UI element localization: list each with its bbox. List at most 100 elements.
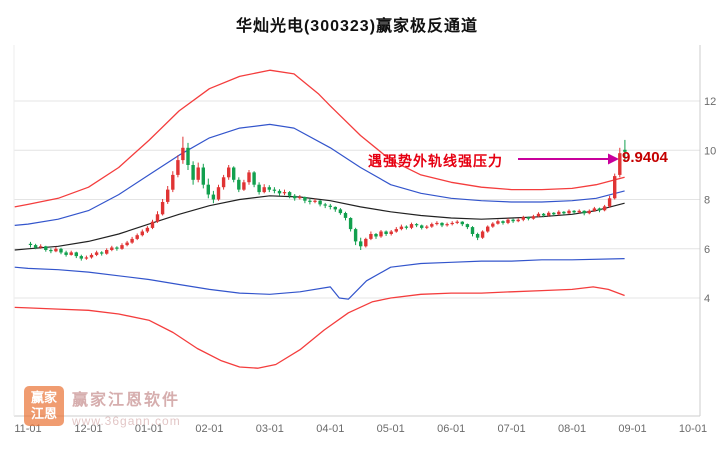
candle-body — [501, 221, 505, 223]
candle-body — [328, 205, 332, 207]
candle-body — [623, 149, 627, 152]
candle-body — [359, 241, 363, 247]
candle-body — [282, 192, 287, 194]
candle-body — [491, 223, 495, 227]
candle-body — [130, 238, 134, 243]
candle-body — [557, 211, 561, 215]
candle-body — [94, 252, 99, 255]
candle-body — [379, 231, 383, 237]
candle-body — [166, 189, 170, 202]
current-price-label: 9.9404 — [622, 149, 668, 166]
candle-body — [572, 210, 576, 213]
y-tick-label: 12 — [704, 96, 716, 108]
candle-body — [211, 194, 216, 200]
candle-body — [145, 227, 150, 232]
candle-body — [531, 216, 536, 219]
candle-body — [552, 212, 556, 215]
y-tick-label: 6 — [704, 244, 710, 256]
candle-body — [237, 179, 241, 190]
candle-body — [343, 213, 348, 218]
candle-body — [547, 212, 551, 216]
candle-body — [262, 187, 266, 193]
candle-body — [440, 222, 444, 226]
candle-body — [293, 195, 297, 199]
candle-body — [613, 176, 617, 199]
candle-body — [308, 200, 312, 202]
candle-body — [216, 187, 221, 200]
x-tick-label: 08-01 — [558, 423, 586, 435]
candle-body — [287, 192, 292, 196]
lower-outer-rail-line — [14, 286, 625, 369]
candle-body — [252, 172, 256, 185]
candle-body — [480, 231, 485, 238]
arrow-head-icon — [608, 153, 619, 165]
candle-body — [618, 153, 622, 175]
y-axis-labels: 12 10 8 6 4 — [704, 96, 716, 305]
candle-body — [364, 238, 368, 247]
candle-body — [399, 226, 404, 230]
candle-body — [257, 184, 261, 193]
candle-body — [227, 167, 231, 178]
candle-body — [49, 250, 53, 252]
candle-body — [607, 198, 612, 207]
candle-body — [39, 246, 43, 248]
candle-body — [409, 224, 414, 228]
watermark-text: 赢家江恩软件 www.36gann.com — [72, 386, 181, 428]
x-tick-label: 10-01 — [679, 423, 707, 435]
annotation-arrow — [518, 153, 619, 165]
candle-body — [105, 250, 109, 254]
candle-body — [435, 222, 439, 225]
x-tick-label: 04-01 — [316, 423, 344, 435]
y-tick-label: 8 — [704, 195, 710, 207]
candle-body — [69, 252, 73, 255]
candle-body — [338, 209, 343, 214]
candle-body — [587, 210, 591, 214]
candle-body — [313, 200, 317, 202]
candle-body — [420, 225, 424, 228]
candle-body — [394, 229, 398, 232]
candle-body — [592, 208, 597, 211]
candle-body — [414, 224, 419, 226]
candle-body — [541, 213, 546, 216]
candle-body — [272, 189, 277, 191]
candle-body — [582, 210, 586, 214]
candle-body — [425, 226, 429, 228]
gridlines — [14, 100, 700, 299]
candle-body — [521, 217, 525, 220]
candle-body — [384, 231, 388, 234]
candle-body — [242, 182, 246, 190]
candle-body — [602, 206, 607, 211]
candle-body — [445, 224, 449, 226]
candle-body — [232, 167, 236, 180]
candle-body — [526, 217, 531, 219]
candle-body — [353, 229, 358, 242]
candle-body — [28, 243, 33, 245]
candle-body — [333, 206, 337, 210]
candle-body — [303, 197, 307, 201]
candle-body — [516, 219, 520, 222]
candle-body — [89, 254, 94, 258]
candle-body — [74, 252, 78, 257]
brand-logo-line2: 江恩 — [30, 406, 57, 421]
candle-body — [450, 222, 454, 225]
x-tick-label: 07-01 — [498, 423, 526, 435]
candle-body — [186, 147, 190, 165]
candle-body — [79, 256, 83, 259]
candle-body — [475, 234, 480, 238]
candle-body — [506, 219, 510, 223]
candle-body — [496, 221, 500, 224]
candle-body — [64, 252, 68, 255]
candle-body — [150, 221, 155, 228]
candle-body — [120, 245, 124, 249]
candle-body — [267, 187, 271, 190]
watermark-brand-name: 赢家江恩软件 — [72, 392, 181, 409]
y-tick-label: 10 — [704, 145, 716, 157]
candle-body — [465, 224, 470, 228]
x-axis-labels: 11-01 12-01 01-01 02-01 03-01 04-01 05-01 06-01… — [14, 423, 707, 435]
candle-body — [348, 218, 353, 230]
axis-frame — [13, 45, 701, 417]
brand-logo-icon: 赢家 江恩 — [24, 386, 64, 426]
x-tick-label: 01-01 — [135, 423, 163, 435]
